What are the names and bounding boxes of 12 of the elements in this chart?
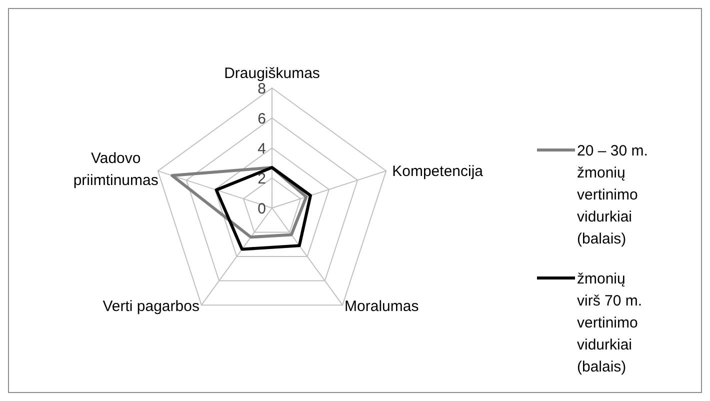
- y-tick-label: 4: [258, 140, 266, 158]
- y-tick-label: 8: [258, 80, 266, 98]
- y-tick-label: 6: [258, 110, 266, 128]
- spoke-label: Vadovo priimtinumas: [73, 150, 158, 189]
- spoke-label: Draugiškumas: [224, 65, 320, 82]
- spoke-label: Kompetencija: [392, 162, 484, 180]
- y-tick-label: 0: [258, 200, 266, 218]
- legend-label: 20 – 30 m. žmonių vertinimo vidurkiai (balais): [577, 142, 648, 248]
- spoke-label: Verti pagarbos: [102, 298, 200, 316]
- legend-label: žmonių virš 70 m. vertinimo vidurkiai (balais): [577, 270, 642, 376]
- spoke-label: Moralumas: [344, 298, 419, 316]
- y-tick-label: 2: [258, 170, 266, 188]
